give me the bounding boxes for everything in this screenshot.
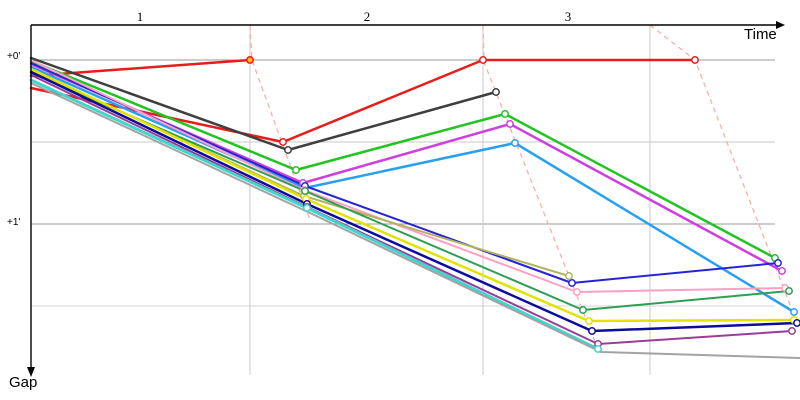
series-line-rider-green[interactable] [29, 59, 777, 260]
checkpoint-marker-rider-turquoise[interactable] [594, 345, 602, 353]
checkpoint-marker-rider-yellow[interactable] [585, 317, 593, 325]
x-axis-title: Time [744, 26, 777, 43]
checkpoint-marker-rider-red[interactable] [479, 56, 487, 64]
series-line-rider-yellow[interactable] [29, 67, 796, 323]
series-line-rider-dodgerblue[interactable] [29, 65, 796, 314]
checkpoint-marker-rider-navy[interactable] [588, 327, 596, 335]
checkpoint-marker-rider-seagreen[interactable] [579, 306, 587, 314]
checkpoint-marker-rider-pink[interactable] [573, 288, 581, 296]
checkpoint-marker-rider-violet[interactable] [506, 120, 514, 128]
checkpoint-marker-rider-black[interactable] [492, 88, 500, 96]
x-axis-arrow-icon [776, 21, 785, 29]
series-line-rider-seagreen[interactable] [30, 72, 790, 311]
series-line-rider-pink[interactable] [30, 59, 786, 293]
series-line-rider-purple[interactable] [30, 74, 793, 345]
y-tick-plus-0min: +0' [7, 51, 21, 62]
x-segment-label-3: 3 [564, 9, 572, 24]
series-line-rider-red[interactable] [29, 58, 697, 144]
series-line-leader-cp1-red[interactable] [29, 58, 252, 78]
checkpoint-marker-rider-blue[interactable] [568, 279, 576, 287]
checkpoint-marker-rider-green[interactable] [292, 166, 300, 174]
series-line-rider-navy[interactable] [29, 70, 799, 333]
checkpoint-3-front [649, 24, 799, 326]
y-axis-arrow-icon [27, 367, 35, 377]
checkpoint-marker-rider-blue[interactable] [774, 259, 782, 267]
checkpoint-marker-rider-dodgerblue[interactable] [790, 308, 798, 316]
checkpoint-marker-rider-seagreen[interactable] [785, 287, 793, 295]
series-line-rider-gray[interactable] [30, 82, 800, 359]
checkpoint-marker-rider-dodgerblue[interactable] [511, 139, 519, 147]
checkpoint-marker-leader-cp1-red[interactable] [246, 56, 254, 64]
checkpoint-marker-rider-red[interactable] [691, 56, 699, 64]
checkpoint-marker-rider-navy[interactable] [793, 319, 800, 327]
series-line-rider-blue[interactable] [30, 62, 779, 284]
checkpoint-marker-rider-purple[interactable] [788, 327, 796, 335]
x-segment-label-1: 1 [136, 9, 144, 24]
x-segment-label-2: 2 [363, 9, 371, 24]
checkpoint-marker-rider-khaki[interactable] [565, 272, 573, 280]
y-tick-plus-1min: +1' [7, 217, 21, 228]
checkpoint-marker-rider-violet[interactable] [778, 267, 786, 275]
checkpoint-marker-rider-black[interactable] [284, 146, 292, 154]
checkpoint-marker-rider-green[interactable] [501, 110, 509, 118]
y-axis-title: Gap [9, 374, 38, 391]
checkpoint-marker-rider-seagreen[interactable] [301, 187, 309, 195]
series-line-rider-khaki[interactable] [30, 69, 570, 277]
checkpoint-marker-rider-red[interactable] [279, 138, 287, 146]
checkpoint-marker-rider-turquoise[interactable] [303, 204, 311, 212]
